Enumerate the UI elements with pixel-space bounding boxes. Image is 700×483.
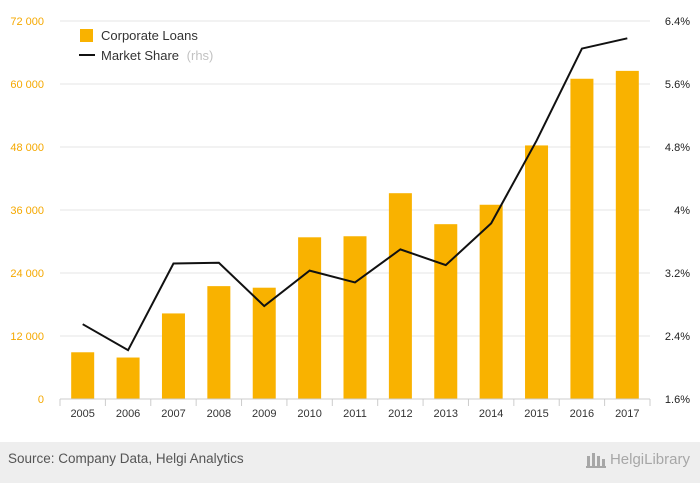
bar-2009 [252, 287, 276, 399]
left-tick-label: 24 000 [10, 268, 44, 280]
bar-2010 [298, 237, 322, 399]
bar-2007 [161, 313, 185, 399]
brand-name: HelgiLibrary [609, 450, 690, 468]
left-tick-label: 72 000 [10, 16, 44, 28]
left-tick-label: 0 [38, 394, 44, 406]
legend-line-suffix: (rhs) [187, 48, 214, 63]
bar-2015 [525, 145, 549, 399]
right-tick-label: 1.6% [665, 394, 690, 406]
bar-2013 [434, 224, 458, 399]
x-tick-label: 2009 [252, 408, 276, 420]
x-tick-label: 2015 [524, 408, 548, 420]
right-tick-label: 3.2% [665, 268, 690, 280]
right-axis: 1.6% 2.4% 3.2% 4% 4.8% 5.6% 6.4% [665, 16, 690, 406]
x-tick-label: 2014 [479, 408, 503, 420]
left-tick-label: 12 000 [10, 331, 44, 343]
source-note: Source: Company Data, Helgi Analytics [8, 451, 244, 466]
helgi-library-icon [585, 453, 606, 468]
legend-line-name: Market Share [101, 48, 179, 63]
legend: Corporate Loans Market Share (rhs) [79, 28, 213, 63]
bar-2011 [343, 236, 367, 399]
x-tick-label: 2012 [388, 408, 412, 420]
market-share-line [82, 37, 628, 352]
x-tick-label: 2016 [570, 408, 594, 420]
grid [60, 20, 650, 337]
bar-2014 [479, 204, 503, 399]
chart: 0 12 000 24 000 36 000 48 000 60 000 72 000 1.… [10, 16, 690, 420]
x-tick-label: 2006 [116, 408, 140, 420]
x-axis: 2005 2006 2007 2008 2009 2010 2011 2012 2013 2014… [59, 398, 651, 420]
bar-2006 [116, 357, 140, 399]
left-axis: 0 12 000 24 000 36 000 48 000 60 000 72 000 [10, 16, 44, 406]
left-tick-label: 36 000 [10, 205, 44, 217]
legend-bar-label: Corporate Loans [101, 28, 198, 43]
bar-2012 [388, 193, 412, 399]
x-tick-label: 2013 [434, 408, 458, 420]
left-tick-label: 60 000 [10, 79, 44, 91]
x-tick-label: 2007 [161, 408, 185, 420]
right-tick-label: 6.4% [665, 16, 690, 28]
x-tick-label: 2008 [207, 408, 231, 420]
right-tick-label: 5.6% [665, 79, 690, 91]
bar-2016 [570, 78, 594, 399]
footer: Source: Company Data, Helgi Analytics He… [0, 442, 700, 483]
right-tick-label: 2.4% [665, 331, 690, 343]
bar-2017 [615, 70, 639, 399]
x-tick-label: 2010 [297, 408, 321, 420]
left-tick-label: 48 000 [10, 142, 44, 154]
brand-logo: HelgiLibrary [585, 450, 690, 468]
bar-2008 [207, 286, 231, 399]
bar-series [71, 70, 639, 399]
legend-bar-swatch [80, 29, 93, 42]
right-tick-label: 4% [674, 205, 690, 217]
x-tick-label: 2017 [615, 408, 639, 420]
right-tick-label: 4.8% [665, 142, 690, 154]
legend-line-label: Market Share (rhs) [101, 48, 213, 63]
x-tick-label: 2005 [70, 408, 94, 420]
x-tick-label: 2011 [343, 408, 367, 420]
bar-2005 [71, 352, 95, 399]
